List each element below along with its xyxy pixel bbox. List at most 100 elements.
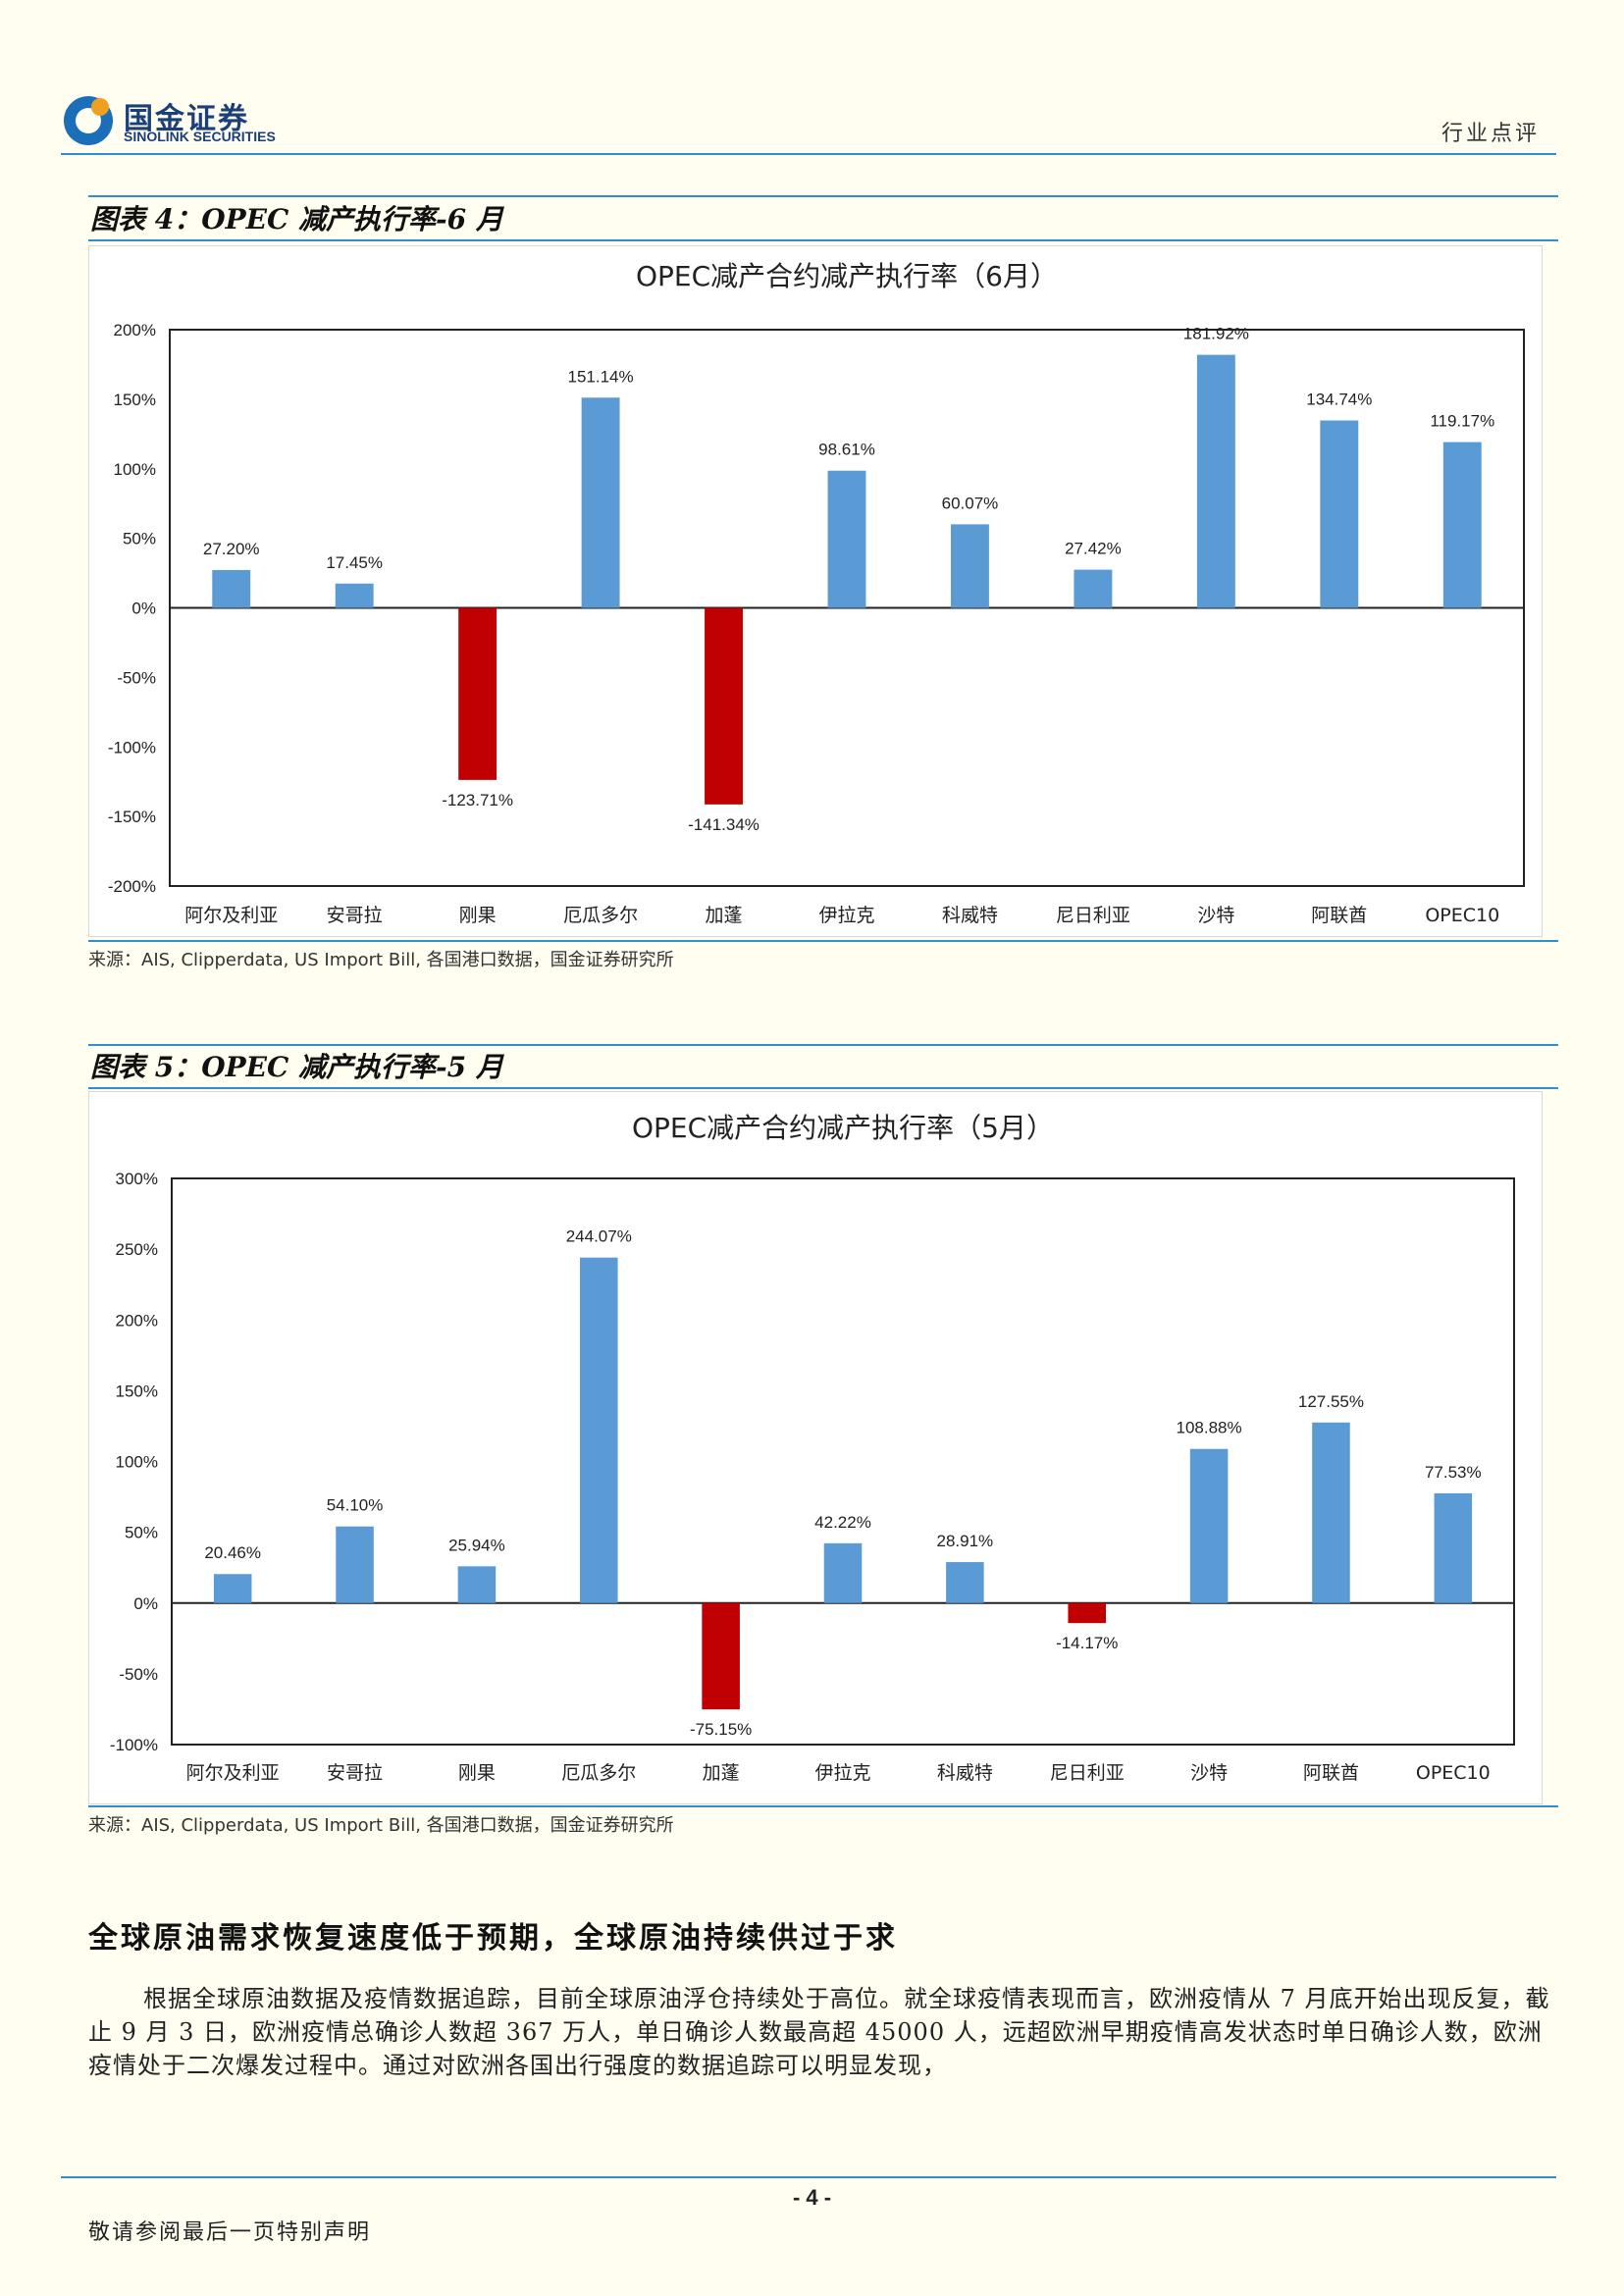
data-label: 134.74% xyxy=(1306,391,1372,409)
bar xyxy=(212,569,251,608)
data-label: 54.10% xyxy=(327,1496,384,1515)
y-tick-label: -100% xyxy=(108,738,156,757)
bar xyxy=(702,1602,740,1710)
category-label: 加蓬 xyxy=(703,1762,740,1784)
data-label: 244.07% xyxy=(566,1227,632,1246)
bar xyxy=(458,607,498,780)
y-tick-label: 250% xyxy=(116,1240,158,1259)
footer-rule xyxy=(61,2176,1556,2178)
y-tick-label: 0% xyxy=(131,600,156,618)
data-label: 181.92% xyxy=(1183,325,1249,343)
category-label: 尼日利亚 xyxy=(1050,1762,1125,1784)
figure4-bottom-rule xyxy=(88,940,1558,942)
data-label: -123.71% xyxy=(442,791,513,809)
category-label: 伊拉克 xyxy=(814,1762,870,1784)
category-label: 科威特 xyxy=(937,1762,993,1784)
logo-mark xyxy=(61,93,116,148)
bar xyxy=(1434,1492,1473,1603)
category-label: 阿联酋 xyxy=(1311,905,1367,926)
data-label: 127.55% xyxy=(1298,1392,1364,1411)
bar xyxy=(1074,569,1113,608)
y-tick-label: -150% xyxy=(108,808,156,826)
header-rule xyxy=(61,153,1556,155)
y-tick-label: 200% xyxy=(114,321,156,339)
category-label: 尼日利亚 xyxy=(1056,905,1130,926)
page-number: - 4 - xyxy=(792,2185,832,2210)
y-tick-label: 100% xyxy=(116,1453,158,1472)
y-tick-label: 100% xyxy=(114,460,156,479)
bar xyxy=(827,470,866,608)
category-label: 阿尔及利亚 xyxy=(186,1762,280,1784)
section-heading: 全球原油需求恢复速度低于预期，全球原油持续供过于求 xyxy=(88,1921,898,1956)
y-tick-label: -100% xyxy=(110,1736,158,1754)
category-label: 刚果 xyxy=(459,905,497,926)
section-label: 行业点评 xyxy=(1441,122,1540,146)
bar xyxy=(1068,1602,1107,1624)
data-label: 25.94% xyxy=(448,1536,505,1554)
category-label: 刚果 xyxy=(458,1762,496,1784)
category-label: 安哥拉 xyxy=(327,905,383,926)
figure5-top-rule xyxy=(88,1044,1558,1046)
y-tick-label: -50% xyxy=(117,668,156,687)
data-label: -141.34% xyxy=(688,815,760,834)
bar xyxy=(1320,420,1359,608)
bar xyxy=(579,1257,618,1603)
logo-name-en: SINOLINK SECURITIES xyxy=(124,129,276,144)
figure4-top-rule xyxy=(88,195,1558,197)
data-label: -14.17% xyxy=(1056,1634,1118,1652)
y-tick-label: -200% xyxy=(108,877,156,896)
data-label: 98.61% xyxy=(818,441,875,459)
figure5-caption: 图表 5：OPEC 减产执行率-5 月 xyxy=(90,1051,503,1083)
data-label: 119.17% xyxy=(1430,412,1494,431)
data-label: 60.07% xyxy=(942,494,999,512)
category-label: OPEC10 xyxy=(1416,1762,1491,1784)
category-label: 厄瓜多尔 xyxy=(561,1762,636,1784)
category-label: 厄瓜多尔 xyxy=(563,905,638,926)
data-label: 28.91% xyxy=(937,1532,994,1550)
plot-frame xyxy=(171,1177,1515,1746)
y-tick-label: 300% xyxy=(116,1170,158,1188)
bar xyxy=(705,607,743,805)
bar xyxy=(1442,442,1482,608)
bar xyxy=(946,1562,984,1603)
data-label: 151.14% xyxy=(568,367,634,386)
category-label: 阿尔及利亚 xyxy=(184,905,278,926)
category-label: 沙特 xyxy=(1197,905,1234,926)
bar xyxy=(1312,1422,1350,1603)
y-tick-label: 200% xyxy=(116,1311,158,1330)
y-tick-label: 50% xyxy=(123,530,156,548)
y-tick-label: 150% xyxy=(114,391,156,409)
bar xyxy=(336,1526,374,1603)
y-tick-label: 50% xyxy=(125,1524,158,1542)
chart-title: OPEC减产合约减产执行率（6月） xyxy=(636,260,1058,292)
bar xyxy=(1189,1448,1229,1603)
category-label: 阿联酋 xyxy=(1303,1762,1359,1784)
logo-name-cn: 国金证券 xyxy=(124,102,249,136)
y-tick-label: -50% xyxy=(119,1665,158,1684)
category-label: 加蓬 xyxy=(706,905,743,926)
figure5-bottom-rule xyxy=(88,1805,1558,1807)
figure4-caption-rule xyxy=(88,239,1558,241)
category-label: 安哥拉 xyxy=(327,1762,383,1784)
data-label: 27.42% xyxy=(1065,540,1122,558)
figure4-caption: 图表 4：OPEC 减产执行率-6 月 xyxy=(90,203,503,235)
bar xyxy=(951,524,989,608)
bar xyxy=(335,583,374,608)
data-label: 27.20% xyxy=(203,540,260,558)
y-tick-label: 0% xyxy=(133,1594,158,1613)
disclaimer-note: 敬请参阅最后一页特别声明 xyxy=(88,2220,372,2245)
category-label: OPEC10 xyxy=(1425,905,1499,926)
bar xyxy=(581,397,620,608)
category-label: 伊拉克 xyxy=(818,905,874,926)
figure5-source: 来源：AIS, Clipperdata, US Import Bill, 各国港… xyxy=(88,1815,674,1836)
data-label: 42.22% xyxy=(814,1513,871,1532)
figure4-chart: OPEC减产合约减产执行率（6月） 200% 150% 100% 50% 0% -50% -1… xyxy=(88,245,1543,937)
data-label: 17.45% xyxy=(326,553,383,572)
y-tick-label: 150% xyxy=(116,1382,158,1400)
bar xyxy=(1196,354,1235,608)
data-label: 77.53% xyxy=(1425,1463,1482,1482)
bar xyxy=(457,1566,497,1603)
figure5-caption-rule xyxy=(88,1087,1558,1089)
bar xyxy=(823,1542,863,1603)
chart-title: OPEC减产合约减产执行率（5月） xyxy=(632,1112,1054,1144)
